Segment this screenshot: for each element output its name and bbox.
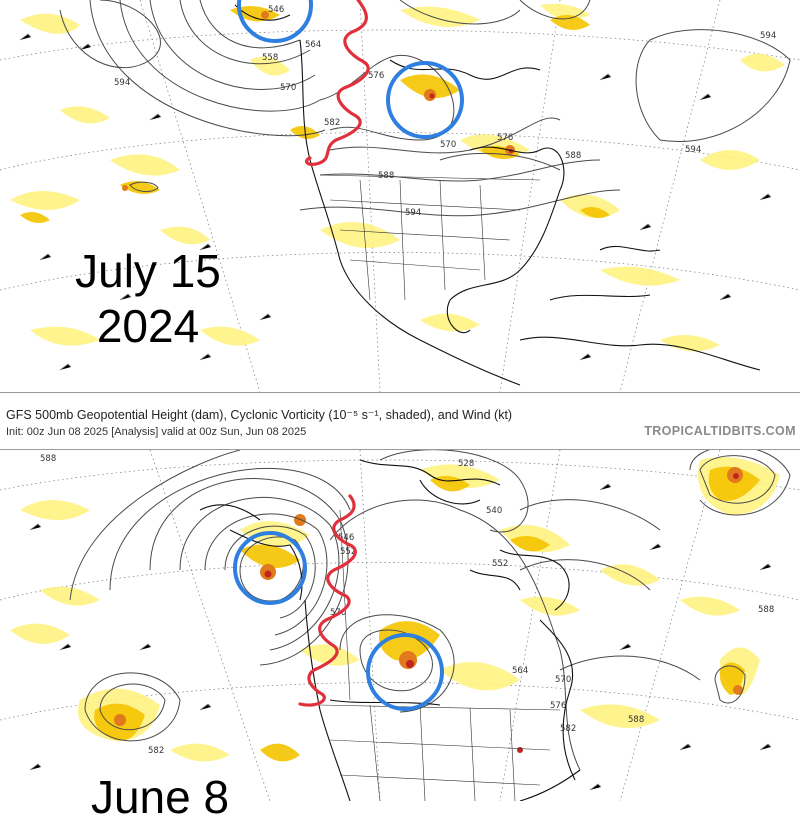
svg-text:588: 588 bbox=[628, 715, 644, 725]
contour-labels: 588 546 552 570 540 552 564 570 576 582 … bbox=[40, 454, 774, 756]
vorticity-shading bbox=[10, 457, 780, 762]
svg-text:588: 588 bbox=[565, 151, 581, 161]
svg-text:546: 546 bbox=[268, 5, 284, 15]
height-contours bbox=[69, 450, 791, 771]
date-label-bottom: June 8 bbox=[50, 770, 270, 825]
source-label: TROPICALTIDBITS.COM bbox=[644, 424, 796, 438]
top-map: 546 558 564 570 576 582 588 594 594 594 … bbox=[0, 0, 800, 392]
low-circle-plains bbox=[366, 633, 444, 711]
jet-stream-wave bbox=[298, 494, 357, 707]
height-contours bbox=[59, 0, 791, 217]
svg-text:540: 540 bbox=[486, 506, 502, 516]
svg-text:576: 576 bbox=[368, 71, 384, 81]
date-line1: June 8 bbox=[90, 771, 230, 823]
graticule bbox=[0, 0, 800, 392]
date-label-top: July 15 2024 bbox=[38, 244, 258, 354]
state-borders bbox=[319, 174, 541, 301]
state-borders bbox=[319, 509, 561, 801]
svg-text:594: 594 bbox=[405, 208, 421, 218]
svg-text:558: 558 bbox=[262, 53, 278, 63]
svg-text:552: 552 bbox=[340, 547, 356, 557]
low-circle-alaska bbox=[237, 0, 313, 43]
bottom-map: 588 546 552 570 540 552 564 570 576 582 … bbox=[0, 450, 800, 801]
svg-text:582: 582 bbox=[560, 724, 576, 734]
svg-text:582: 582 bbox=[148, 746, 164, 756]
svg-text:594: 594 bbox=[114, 78, 130, 88]
svg-text:576: 576 bbox=[550, 701, 566, 711]
wind-barbs bbox=[19, 33, 772, 371]
svg-text:570: 570 bbox=[555, 675, 571, 685]
svg-text:528: 528 bbox=[458, 459, 474, 469]
svg-text:552: 552 bbox=[492, 559, 508, 569]
svg-text:582: 582 bbox=[324, 118, 340, 128]
jet-stream-wave bbox=[305, 0, 370, 166]
svg-text:570: 570 bbox=[440, 140, 456, 150]
coastlines bbox=[199, 459, 581, 801]
svg-text:594: 594 bbox=[760, 31, 776, 41]
contour-labels: 546 558 564 570 576 582 588 594 594 594 … bbox=[114, 5, 776, 218]
svg-text:570: 570 bbox=[280, 83, 296, 93]
init-line: Init: 00z Jun 08 2025 [Analysis] valid a… bbox=[6, 426, 307, 438]
svg-text:576: 576 bbox=[497, 133, 513, 143]
svg-text:546: 546 bbox=[338, 533, 354, 543]
svg-text:564: 564 bbox=[512, 666, 528, 676]
low-circle-hudson bbox=[386, 61, 464, 139]
date-line1: July 15 bbox=[75, 245, 221, 297]
coastlines bbox=[234, 4, 761, 386]
bottom-map-panel: 588 546 552 570 540 552 564 570 576 582 … bbox=[0, 449, 800, 801]
svg-text:594: 594 bbox=[685, 145, 701, 155]
top-map-panel: 546 558 564 570 576 582 588 594 594 594 … bbox=[0, 0, 800, 393]
date-line2: 2024 bbox=[96, 300, 200, 353]
svg-text:564: 564 bbox=[305, 40, 321, 50]
chart-title: GFS 500mb Geopotential Height (dam), Cyc… bbox=[6, 408, 513, 422]
low-circle-alaska bbox=[233, 531, 307, 605]
svg-text:588: 588 bbox=[40, 454, 56, 464]
wind-barbs bbox=[29, 483, 772, 791]
svg-text:588: 588 bbox=[378, 171, 394, 181]
svg-text:588: 588 bbox=[758, 605, 774, 615]
chart-header: GFS 500mb Geopotential Height (dam), Cyc… bbox=[0, 393, 800, 449]
